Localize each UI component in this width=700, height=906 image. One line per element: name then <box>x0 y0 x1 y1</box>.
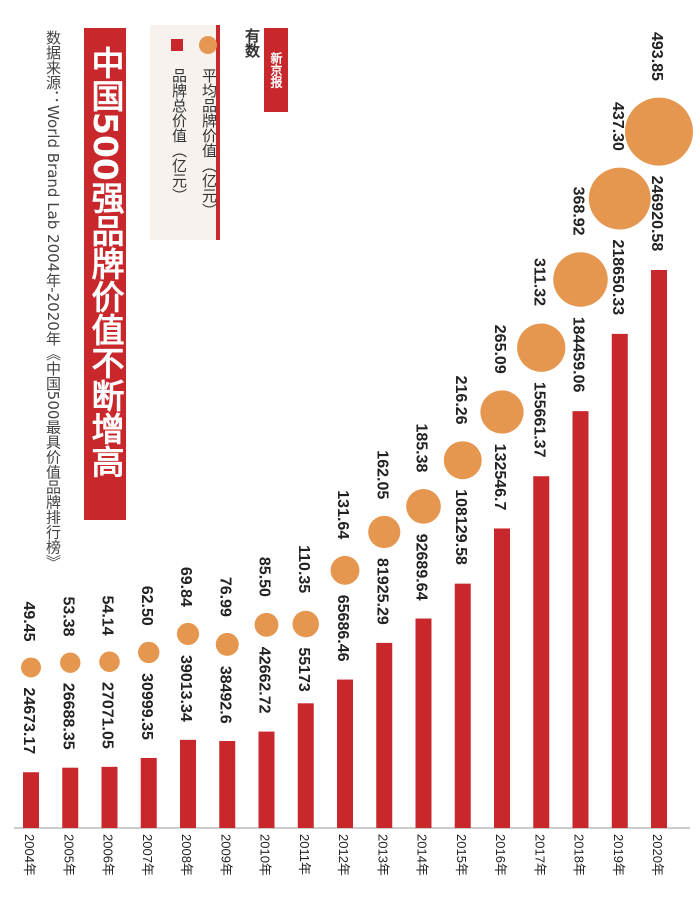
bubble-value-label: 437.30 <box>609 102 626 151</box>
bubble <box>215 632 239 656</box>
bar-value-label: 30999.35 <box>138 673 155 740</box>
bubble <box>443 441 482 480</box>
bar <box>494 528 510 828</box>
x-tick-label: 2005年 <box>61 834 76 876</box>
bar-value-label: 92689.64 <box>413 534 430 601</box>
x-tick-label: 2006年 <box>101 834 116 876</box>
legend <box>150 25 220 240</box>
bubble-value-label: 62.50 <box>138 586 155 626</box>
bar <box>23 772 39 828</box>
bar <box>337 679 353 828</box>
legend-avg-label: 平均品牌价值（亿元） <box>200 68 218 218</box>
bar <box>219 741 236 828</box>
bubble-value-label: 368.92 <box>570 187 587 236</box>
bar <box>533 476 550 828</box>
bar-value-label: 155661.37 <box>530 382 547 458</box>
bubble-value-label: 110.35 <box>295 545 312 593</box>
bubble <box>588 167 651 230</box>
bar-value-label: 26688.35 <box>59 683 76 750</box>
bar-value-label: 55173 <box>295 647 312 692</box>
bar-value-label: 246920.58 <box>648 176 665 252</box>
bar <box>62 767 79 828</box>
bar-value-label: 27071.05 <box>99 682 116 749</box>
bubble <box>480 390 524 434</box>
x-tick-label: 2014年 <box>415 834 430 876</box>
bar <box>376 642 393 828</box>
bubble-value-label: 69.84 <box>177 567 194 607</box>
bar-value-label: 38492.6 <box>216 666 233 724</box>
bar <box>258 731 275 828</box>
x-tick-label: 2008年 <box>179 834 194 876</box>
bar-value-label: 24673.17 <box>20 687 37 754</box>
x-tick-label: 2019年 <box>611 834 626 876</box>
x-tick-label: 2018年 <box>572 834 587 876</box>
bubble <box>138 641 160 664</box>
x-tick-label: 2015年 <box>454 834 469 876</box>
bubble-value-label: 265.09 <box>491 325 508 374</box>
bar-value-label: 184459.06 <box>570 317 587 393</box>
x-tick-label: 2012年 <box>336 834 351 876</box>
x-tick-label: 2011年 <box>297 834 312 875</box>
bar-value-label: 65686.46 <box>334 595 351 662</box>
bubble <box>368 515 401 549</box>
bar <box>651 270 667 828</box>
x-tick-label: 2020年 <box>650 834 665 876</box>
bubble <box>330 555 360 585</box>
legend-avg-marker <box>199 36 217 54</box>
bubble-value-label: 493.85 <box>648 32 665 81</box>
bubble-value-label: 53.38 <box>59 596 76 636</box>
bubble-value-label: 54.14 <box>99 596 116 636</box>
legend-total-marker <box>171 39 183 51</box>
bar <box>140 757 157 828</box>
bar <box>415 618 432 828</box>
bar-value-label: 39013.34 <box>177 655 194 722</box>
logo: 新京报 有数 <box>243 28 288 112</box>
bar-value-label: 132546.7 <box>491 444 508 511</box>
bubble-value-label: 76.99 <box>216 577 233 617</box>
bar <box>297 703 314 828</box>
bubble <box>60 652 81 673</box>
bubble <box>517 323 566 372</box>
bubble <box>176 622 200 646</box>
chart-title: 中国500强品牌价值不断增高 <box>84 28 126 520</box>
bubble <box>406 489 441 524</box>
x-tick-label: 2013年 <box>375 834 390 876</box>
bubble-value-label: 185.38 <box>413 423 430 472</box>
bubble-value-label: 131.64 <box>334 490 351 539</box>
bar <box>611 333 628 828</box>
bubble <box>254 612 279 637</box>
x-tick-label: 2009年 <box>218 834 233 876</box>
bar-value-label: 108129.58 <box>452 489 469 565</box>
bubble-value-label: 162.05 <box>373 450 390 499</box>
source-note: 数据来源：World Brand Lab 2004年-2020年《中国500最具… <box>44 30 62 570</box>
bubble-value-label: 85.50 <box>256 557 273 597</box>
x-tick-label: 2016年 <box>493 834 508 876</box>
legend-total-label: 品牌总价值（亿元） <box>170 68 188 203</box>
bubble-value-label: 311.32 <box>530 258 547 306</box>
bubble <box>553 252 608 307</box>
bar <box>454 583 471 828</box>
bubble-value-label: 216.26 <box>452 376 469 425</box>
bubble-value-label: 49.45 <box>20 601 37 641</box>
bubble <box>99 651 120 673</box>
logo-text: 有数 <box>243 28 261 58</box>
bar <box>101 766 118 828</box>
bar-value-label: 81925.29 <box>373 558 390 625</box>
bubble <box>625 97 693 166</box>
bar <box>572 411 589 828</box>
bar-value-label: 42662.72 <box>256 647 273 714</box>
x-tick-label: 2017年 <box>532 834 547 876</box>
x-tick-label: 2010年 <box>258 834 273 876</box>
logo-stamp: 新京报 <box>264 28 288 112</box>
bar <box>180 739 196 828</box>
bar-value-label: 218650.33 <box>609 239 626 315</box>
bubble <box>292 610 320 638</box>
x-tick-label: 2007年 <box>140 834 155 876</box>
x-tick-label: 2004年 <box>22 834 37 876</box>
bubble <box>21 657 41 678</box>
